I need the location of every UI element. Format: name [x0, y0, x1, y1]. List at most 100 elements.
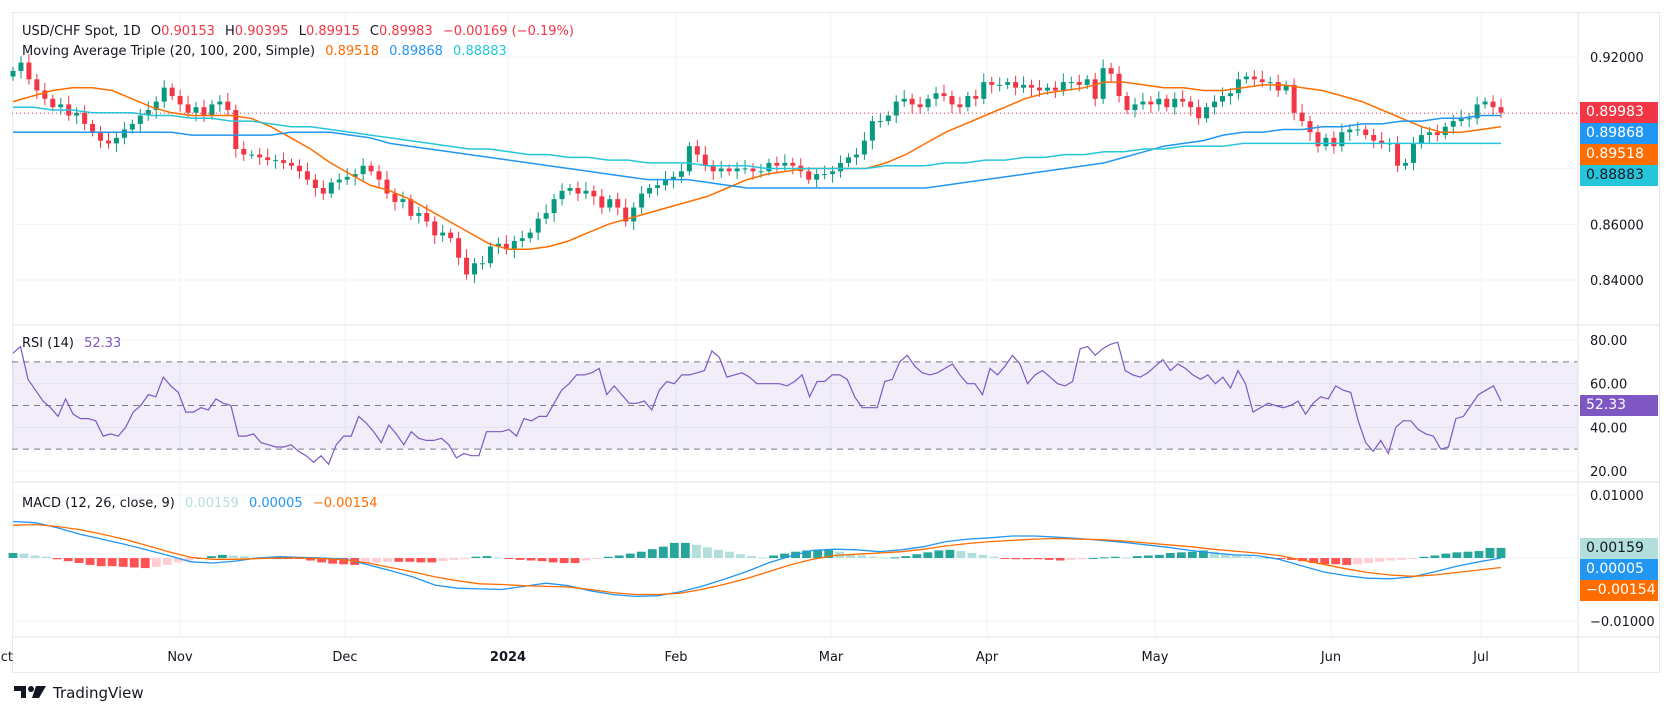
- macd-hist-bar: [1077, 558, 1087, 560]
- macd-hist-bar: [1496, 547, 1506, 558]
- price-pane: [10, 53, 1578, 284]
- candle: [846, 153, 852, 168]
- time-tick-label: Jun: [1320, 650, 1341, 665]
- candle: [344, 168, 350, 185]
- candle: [1060, 73, 1066, 96]
- candle: [790, 157, 796, 175]
- candle-body: [1235, 79, 1241, 94]
- candle-body: [694, 146, 700, 155]
- candle: [177, 89, 183, 112]
- candle-body: [479, 263, 485, 265]
- candle: [1188, 96, 1194, 116]
- macd-hist-bar: [769, 555, 778, 558]
- macd-hist-bar: [96, 558, 106, 567]
- candle: [432, 216, 438, 245]
- macd-hist-bar: [1452, 552, 1462, 558]
- candle: [169, 83, 175, 101]
- candle-body: [1060, 82, 1066, 91]
- candle: [1387, 138, 1393, 153]
- candle-body: [249, 154, 255, 156]
- candle: [18, 56, 24, 79]
- candle: [941, 84, 947, 102]
- candle: [464, 249, 470, 280]
- macd-hist-bar: [901, 556, 911, 558]
- candle-body: [1140, 101, 1146, 105]
- candle: [909, 93, 915, 114]
- candle-body: [432, 221, 438, 236]
- candle-body: [559, 190, 565, 200]
- candle-body: [790, 162, 796, 166]
- candle: [511, 235, 517, 258]
- candle-body: [392, 193, 398, 202]
- rsi-tick-label: 20.00: [1590, 465, 1627, 480]
- candle: [615, 192, 621, 216]
- candle-body: [615, 199, 621, 208]
- candle-body: [503, 243, 509, 250]
- macd-hist-bar: [471, 556, 481, 558]
- candle: [583, 182, 589, 199]
- candle-body: [169, 87, 175, 97]
- macd-hist-bar: [449, 558, 459, 560]
- rsi-tick-label: 60.00: [1590, 378, 1627, 393]
- macd-hist-bar: [559, 558, 569, 564]
- ma-legend-title: Moving Average Triple (20, 100, 200, Sim…: [22, 44, 316, 59]
- price-legend[interactable]: USD/CHF Spot, 1D O0.90153 H0.90395 L0.89…: [22, 24, 580, 39]
- candle-body: [312, 179, 318, 189]
- candle: [559, 183, 565, 206]
- candle-body: [1474, 104, 1480, 119]
- candle-body: [26, 62, 32, 80]
- candle: [392, 188, 398, 211]
- candle-body: [456, 238, 462, 258]
- candle: [1299, 104, 1305, 127]
- candle: [1092, 72, 1098, 107]
- macd-hist-bar: [1397, 558, 1407, 560]
- candle: [503, 235, 509, 255]
- candle: [113, 132, 119, 153]
- macd-hist-bar: [1011, 558, 1021, 560]
- macd-hist-bar: [52, 558, 62, 560]
- macd-hist-bar: [1154, 554, 1164, 558]
- candle-body: [304, 171, 310, 180]
- macd-hist-bar: [1342, 558, 1352, 565]
- candle-body: [408, 199, 414, 216]
- candle-body: [1355, 129, 1361, 131]
- macd-hist-bar: [1033, 558, 1043, 560]
- candle-body: [440, 232, 446, 236]
- candle: [869, 115, 875, 150]
- candle: [766, 158, 772, 176]
- macd-hist-bar: [548, 558, 558, 563]
- tradingview-logo[interactable]: TradingView: [14, 684, 144, 702]
- candle-body: [18, 62, 24, 71]
- candle-body: [360, 165, 366, 175]
- macd-hist-bar: [714, 549, 723, 558]
- candle: [1180, 90, 1186, 107]
- candle-body: [1299, 112, 1305, 122]
- candle-body: [957, 104, 963, 108]
- price-tick-label: 0.92000: [1590, 51, 1644, 66]
- macd-hist-bar: [747, 556, 756, 558]
- ma-legend[interactable]: Moving Average Triple (20, 100, 200, Sim…: [22, 44, 513, 59]
- tradingview-brand-text: TradingView: [53, 684, 144, 702]
- macd-legend[interactable]: MACD (12, 26, close, 9) 0.00159 0.00005 …: [22, 496, 384, 511]
- candle-body: [153, 101, 159, 110]
- candle: [1267, 76, 1273, 91]
- candle-body: [1307, 121, 1313, 133]
- price-tick-label: 0.86000: [1590, 218, 1644, 233]
- candle: [662, 171, 668, 191]
- candle-body: [289, 162, 295, 166]
- candle-body: [1410, 143, 1416, 163]
- candle: [1005, 77, 1011, 90]
- candle-body: [623, 207, 629, 222]
- ohlc-open: O0.90153: [151, 24, 215, 39]
- candle: [273, 154, 279, 169]
- candle: [26, 53, 32, 85]
- macd-hist-bar: [1143, 555, 1153, 558]
- candle-body: [424, 213, 430, 222]
- candle-body: [846, 157, 852, 163]
- axes: ct Nov Dec 2024 Feb Mar Apr May Jun Jul 0.92000 0.8…: [1, 13, 1655, 672]
- candle: [1490, 95, 1496, 115]
- rsi-legend[interactable]: RSI (14) 52.33: [22, 336, 127, 351]
- low-label: L: [298, 24, 306, 39]
- candle-body: [1434, 132, 1440, 136]
